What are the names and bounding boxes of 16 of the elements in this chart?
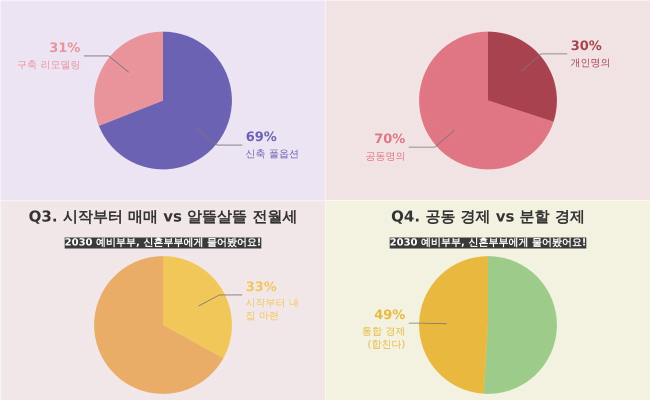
chart-subtitle: 2030 예비부부, 신혼부부에게 물어봤어요! (64, 238, 262, 248)
data-label: 69% (246, 130, 277, 146)
slice-label: 통합 경제 (합친다) (362, 326, 406, 350)
chart-subtitle: 2030 예비부부, 신혼부부에게 물어봤어요! (390, 238, 586, 248)
slice-label: 신축 풀옵션 (246, 149, 299, 160)
data-label: 33% (246, 280, 277, 295)
slice-label: 시작부터 내 집 마련 (246, 298, 299, 322)
chart-title: Q4. 공동 경제 vs 분할 경제 (391, 208, 585, 226)
slice-label: 공동명의 (365, 151, 406, 162)
slice-label: 개인명의 (570, 58, 611, 70)
data-label: 30% (570, 38, 602, 54)
data-label: 49% (374, 308, 406, 324)
data-label: 70% (374, 132, 406, 148)
chart-title: Q3. 시작부터 매매 vs 알뜰살뜰 전월세 (28, 208, 298, 226)
slice-label: 구축 리모델링 (17, 60, 80, 72)
data-label: 31% (49, 40, 80, 56)
